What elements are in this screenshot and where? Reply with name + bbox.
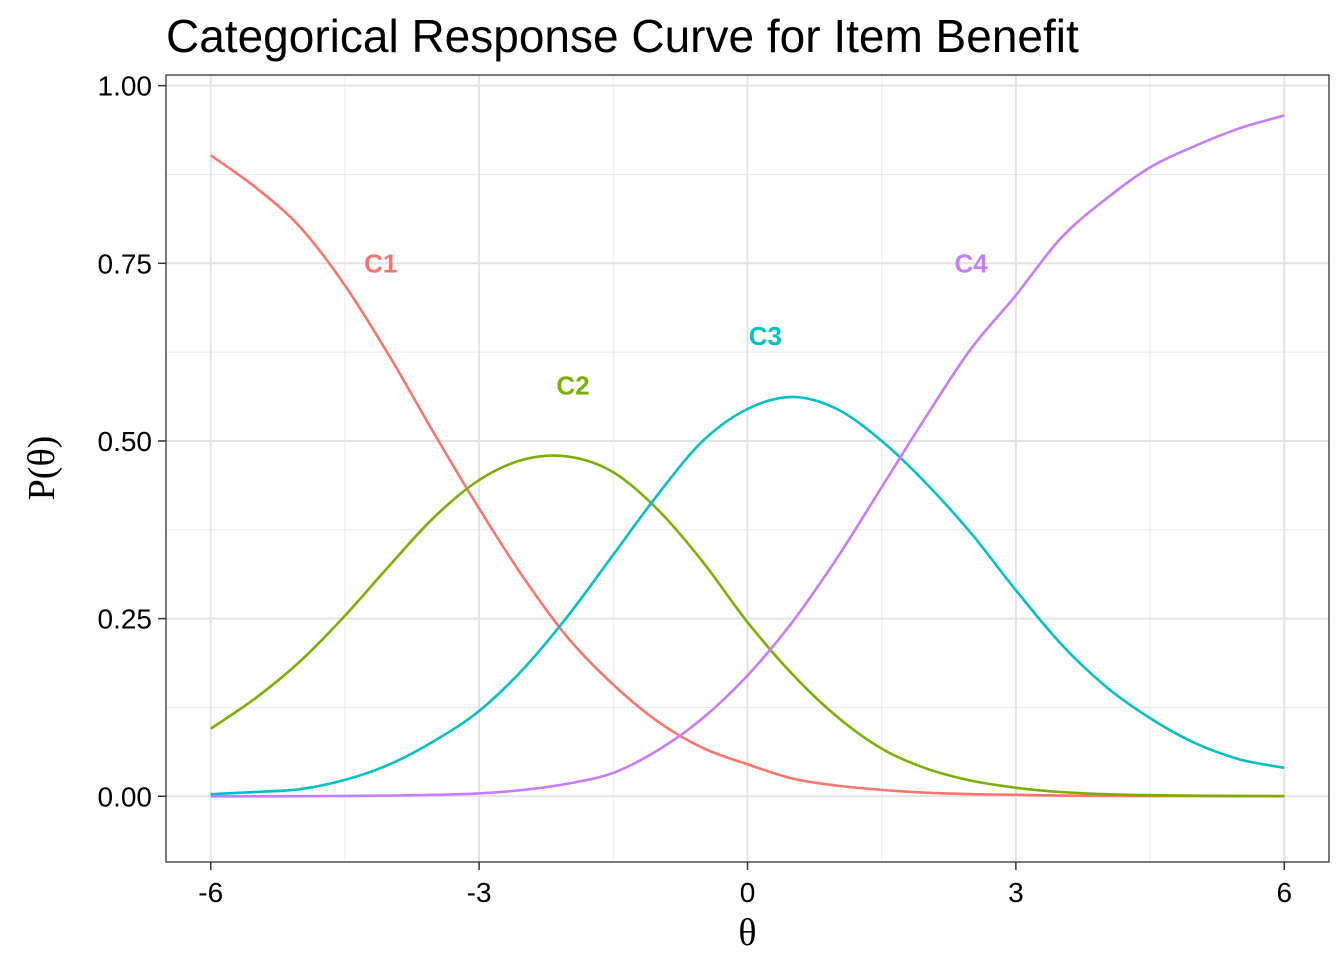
x-axis-label: θ: [738, 912, 756, 954]
y-axis: 0.00 0.25 0.50 0.75 1.00: [98, 71, 166, 812]
series-lines: [209, 114, 1285, 798]
x-tick-label: 3: [1008, 877, 1024, 908]
y-tick-label: 0.75: [98, 248, 153, 279]
series-label-c2: C2: [556, 371, 589, 401]
y-tick-label: 0.50: [98, 426, 153, 457]
x-tick-label: -6: [198, 877, 223, 908]
y-axis-label: P(θ): [21, 436, 63, 501]
y-tick-label: 0.25: [98, 604, 153, 635]
x-tick-label: 6: [1276, 877, 1292, 908]
series-label-c1: C1: [364, 248, 397, 278]
chart-title: Categorical Response Curve for Item Bene…: [166, 10, 1079, 62]
series-line-c1: [209, 154, 1285, 798]
x-axis: -6 -3 0 3 6: [198, 862, 1292, 908]
y-tick-label: 0.00: [98, 781, 153, 812]
grid-major: [166, 75, 1329, 862]
series-labels: C1 C2 C3 C4: [364, 248, 988, 400]
x-tick-label: -3: [467, 877, 492, 908]
series-label-c4: C4: [955, 248, 989, 278]
series-line-c3: [210, 395, 1285, 796]
y-tick-label: 1.00: [98, 71, 153, 102]
series-line-c2: [209, 454, 1285, 798]
x-tick-label: 0: [740, 877, 756, 908]
series-label-c3: C3: [749, 321, 782, 351]
series-line-c4: [210, 114, 1285, 798]
